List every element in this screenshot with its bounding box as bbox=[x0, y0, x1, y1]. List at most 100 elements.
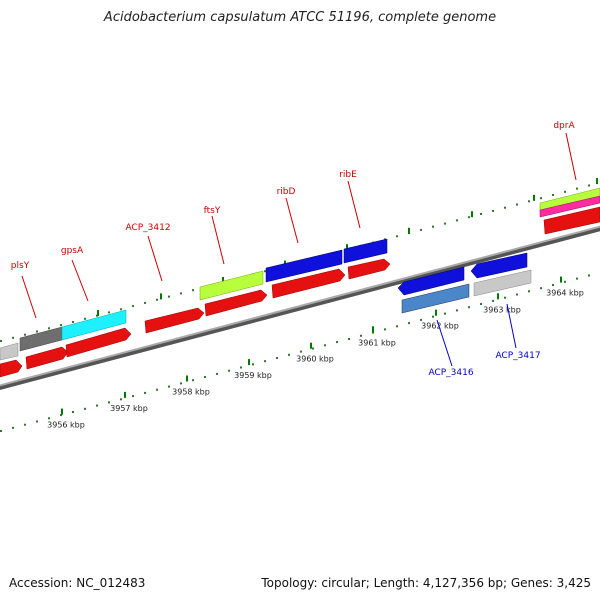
guide-dot bbox=[564, 190, 566, 193]
guide-dot bbox=[60, 324, 62, 327]
tick-label: 3964 kbp bbox=[546, 289, 584, 298]
guide-dot bbox=[156, 388, 158, 391]
guide-dot bbox=[492, 299, 494, 302]
guide-dot bbox=[60, 414, 62, 417]
gene-feature[interactable] bbox=[0, 342, 19, 361]
tick-label: 3963 kbp bbox=[483, 305, 521, 314]
guide-dot bbox=[120, 398, 122, 401]
guide-dot bbox=[432, 315, 434, 318]
gene-feature[interactable] bbox=[144, 307, 205, 334]
guide-dot bbox=[540, 197, 542, 200]
guide-dot bbox=[444, 222, 446, 225]
gene-label-acp-3416[interactable]: ACP_3416 bbox=[428, 368, 473, 378]
guide-dot bbox=[108, 311, 110, 314]
guide-dot bbox=[396, 235, 398, 238]
gene-feature[interactable] bbox=[61, 309, 127, 341]
guide-dot bbox=[516, 203, 518, 206]
guide-dot bbox=[312, 347, 314, 350]
guide-dot bbox=[36, 420, 38, 423]
gene-feature[interactable] bbox=[65, 327, 132, 358]
gene-label-plsy[interactable]: plsY bbox=[11, 261, 30, 271]
guide-dot bbox=[552, 284, 554, 286]
guide-dot bbox=[444, 312, 446, 315]
gene-label-acp-3412[interactable]: ACP_3412 bbox=[125, 223, 170, 233]
guide-dot bbox=[96, 404, 98, 407]
tick-label: 3958 kbp bbox=[172, 388, 210, 397]
guide-dot bbox=[348, 338, 350, 340]
feature-track-reverse bbox=[397, 252, 532, 314]
guide-dot bbox=[240, 366, 242, 369]
gene-feature[interactable] bbox=[347, 258, 391, 280]
guide-dot bbox=[108, 401, 110, 404]
gene-feature[interactable] bbox=[199, 270, 264, 301]
guide-dot bbox=[480, 303, 482, 305]
guide-dot bbox=[408, 322, 410, 325]
guide-dot bbox=[168, 385, 170, 388]
guide-dot bbox=[228, 369, 230, 372]
gene-label-ribe[interactable]: ribE bbox=[339, 170, 357, 180]
guide-dot bbox=[576, 187, 578, 190]
tick-label: 3962 kbp bbox=[421, 322, 459, 331]
gene-label-ribd[interactable]: ribD bbox=[277, 187, 296, 197]
guide-dot bbox=[12, 426, 14, 429]
feature-track-forward bbox=[0, 206, 600, 378]
map-title: Acidobacterium capsulatum ATCC 51196, co… bbox=[103, 10, 497, 25]
guide-dot bbox=[420, 318, 422, 321]
guide-dot bbox=[180, 292, 182, 295]
guide-dot bbox=[120, 308, 122, 311]
tick-labels: 3956 kbp 3957 kbp 3958 kbp 3959 kbp 3960 kbp… bbox=[47, 289, 584, 430]
feature-track-upper bbox=[0, 187, 600, 361]
gene-feature[interactable] bbox=[25, 346, 69, 370]
gene-label-acp-3417[interactable]: ACP_3417 bbox=[495, 351, 540, 361]
guide-dot bbox=[516, 293, 518, 296]
guide-dot bbox=[132, 395, 134, 398]
gene-feature[interactable] bbox=[543, 206, 600, 235]
gene-feature[interactable] bbox=[343, 238, 388, 264]
guide-dot bbox=[252, 363, 254, 366]
guide-dot bbox=[288, 353, 290, 356]
gene-label-dpra[interactable]: dprA bbox=[553, 121, 575, 131]
guide-dot bbox=[24, 423, 26, 426]
guide-dot bbox=[420, 228, 422, 231]
gene-feature[interactable] bbox=[539, 195, 600, 218]
guide-dot bbox=[384, 328, 386, 331]
guide-dot bbox=[456, 219, 458, 222]
gene-labels: plsY gpsA ACP_3412 ftsY ribD ribE dprA A… bbox=[11, 121, 576, 378]
guide-dot bbox=[264, 270, 266, 273]
gene-feature[interactable] bbox=[470, 252, 528, 279]
gene-feature[interactable] bbox=[473, 269, 532, 297]
tick-label: 3959 kbp bbox=[234, 371, 272, 380]
guide-dot bbox=[504, 296, 506, 299]
gene-label-gpsa[interactable]: gpsA bbox=[61, 246, 84, 256]
gene-feature[interactable] bbox=[539, 187, 600, 213]
gene-feature[interactable] bbox=[401, 283, 470, 314]
gene-label-ftsy[interactable]: ftsY bbox=[204, 206, 221, 216]
guide-dot bbox=[528, 290, 530, 293]
guide-dot bbox=[504, 206, 506, 209]
guide-dot bbox=[0, 340, 2, 342]
guide-dot bbox=[144, 391, 146, 394]
gene-feature[interactable] bbox=[271, 268, 346, 299]
guide-dot bbox=[432, 225, 434, 228]
guide-dot bbox=[468, 306, 470, 309]
guide-dot bbox=[552, 194, 554, 196]
guide-dot bbox=[576, 277, 578, 280]
guide-dot bbox=[48, 417, 50, 420]
gene-feature[interactable] bbox=[0, 359, 23, 378]
guide-dot bbox=[180, 382, 182, 385]
guide-dot bbox=[72, 321, 74, 323]
guide-dot bbox=[480, 213, 482, 215]
gene-feature[interactable] bbox=[265, 249, 343, 283]
guide-dot bbox=[588, 184, 590, 187]
guide-dot bbox=[72, 411, 74, 413]
gene-feature[interactable] bbox=[204, 289, 268, 317]
tick-label: 3957 kbp bbox=[110, 404, 148, 413]
tick-label: 3961 kbp bbox=[358, 338, 396, 347]
dotted-guide-lower bbox=[0, 274, 590, 432]
guide-dot bbox=[456, 309, 458, 312]
guide-dot bbox=[540, 287, 542, 290]
gene-feature[interactable] bbox=[19, 326, 63, 352]
gene-feature[interactable] bbox=[397, 266, 465, 296]
guide-dot bbox=[360, 334, 362, 337]
